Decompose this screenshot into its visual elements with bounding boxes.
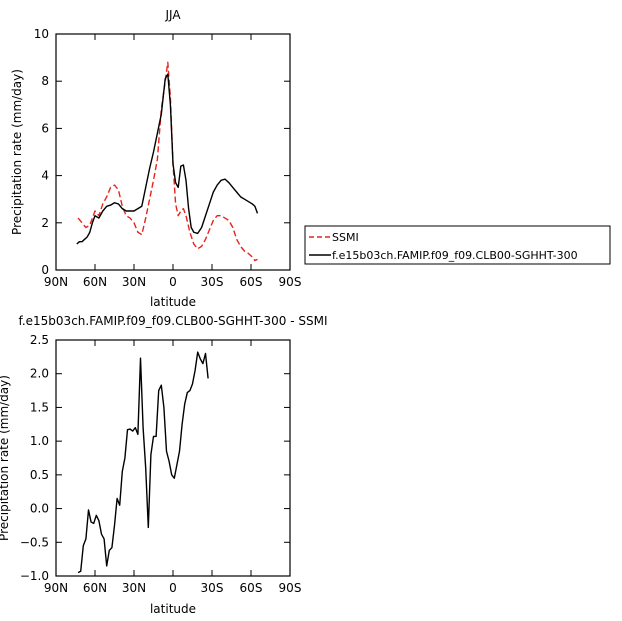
y-tick-label: 6 bbox=[41, 121, 49, 135]
x-tick-label: 60S bbox=[240, 581, 263, 595]
y-tick-label: 0.0 bbox=[30, 502, 49, 516]
chart-panel-2: f.e15b03ch.FAMIP.f09_f09.CLB00-SGHHT-300… bbox=[0, 314, 328, 616]
y-tick-label: 1.5 bbox=[30, 400, 49, 414]
series-line-1 bbox=[77, 61, 258, 262]
legend-label: f.e15b03ch.FAMIP.f09_f09.CLB00-SGHHT-300 bbox=[332, 249, 578, 262]
x-tick-label: 30S bbox=[201, 581, 224, 595]
y-tick-label: 2 bbox=[41, 216, 49, 230]
x-tick-label: 90N bbox=[44, 581, 68, 595]
x-axis-label: latitude bbox=[150, 602, 196, 616]
series-line-1 bbox=[77, 351, 209, 574]
legend: SSMI f.e15b03ch.FAMIP.f09_f09.CLB00-SGHHT… bbox=[304, 225, 611, 265]
x-tick-label: 60S bbox=[240, 275, 263, 289]
x-tick-label: 90S bbox=[279, 581, 302, 595]
y-tick-label: 8 bbox=[41, 74, 49, 88]
chart-panel-1: JJA 90N 60N 30N 0 30S 60S 90S 0 2 4 6 8 10 latitude Pre… bbox=[10, 8, 611, 309]
plot-frame bbox=[55, 339, 291, 577]
y-tick-label: 2.0 bbox=[30, 367, 49, 381]
legend-box bbox=[304, 225, 611, 265]
x-tick-label: 60N bbox=[83, 581, 107, 595]
y-axis-label: Precipitation rate (mm/day) bbox=[0, 375, 11, 541]
y-axis-label: Precipitation rate (mm/day) bbox=[10, 69, 24, 235]
y-tick-label: 2.5 bbox=[30, 333, 49, 347]
y-tick-label: 0.5 bbox=[30, 468, 49, 482]
y-tick-label: −0.5 bbox=[20, 535, 49, 549]
x-tick-label: 30S bbox=[201, 275, 224, 289]
y-tick-label: −1.0 bbox=[20, 569, 49, 583]
x-tick-label: 30N bbox=[122, 581, 146, 595]
y-tick-label: 1.0 bbox=[30, 434, 49, 448]
x-tick-label: 30N bbox=[122, 275, 146, 289]
y-tick-label: 4 bbox=[41, 169, 49, 183]
chart-title: f.e15b03ch.FAMIP.f09_f09.CLB00-SGHHT-300… bbox=[18, 314, 327, 328]
x-tick-label: 0 bbox=[169, 275, 177, 289]
x-tick-label: 60N bbox=[83, 275, 107, 289]
series-line-2 bbox=[76, 73, 259, 245]
x-axis-label: latitude bbox=[150, 295, 196, 309]
x-tick-label: 0 bbox=[169, 581, 177, 595]
y-tick-label: 10 bbox=[34, 27, 49, 41]
x-tick-label: 90S bbox=[279, 275, 302, 289]
plot-frame bbox=[55, 33, 291, 271]
x-tick-label: 90N bbox=[44, 275, 68, 289]
legend-label: SSMI bbox=[332, 231, 359, 244]
chart-title: JJA bbox=[164, 8, 181, 22]
y-tick-label: 0 bbox=[41, 263, 49, 277]
